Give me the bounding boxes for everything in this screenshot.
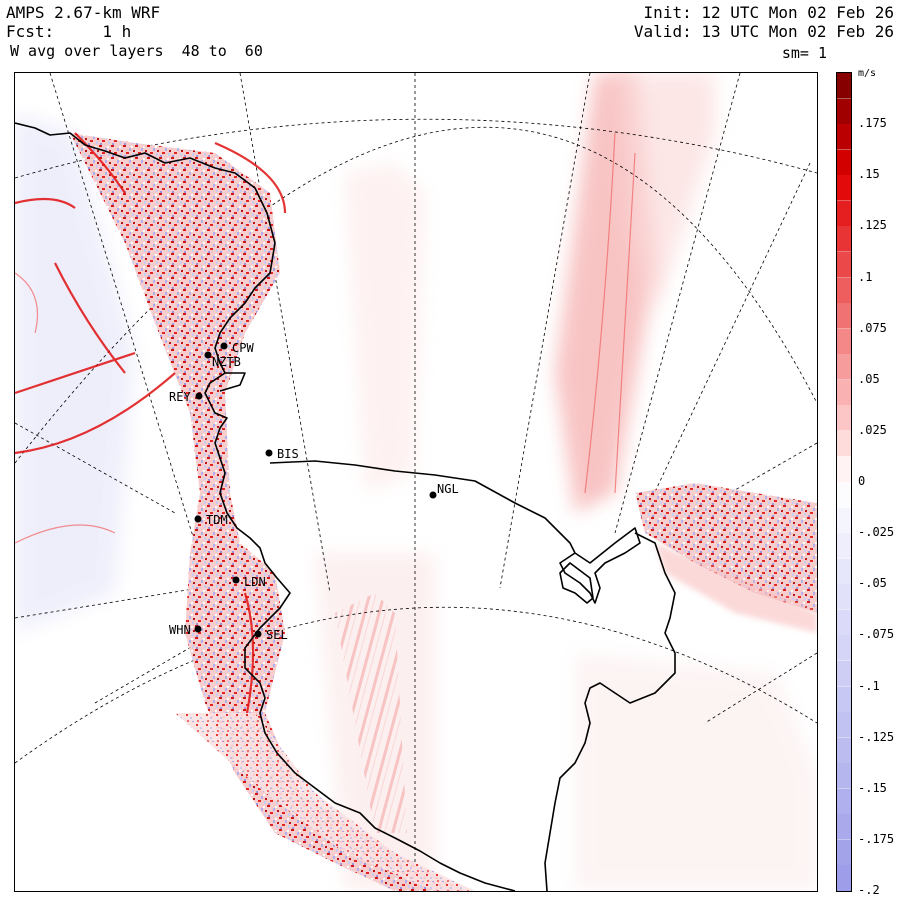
colorbar-segment: [837, 456, 851, 483]
station-label-bis: BIS: [277, 447, 299, 461]
station-label-sel: SEL: [266, 628, 288, 642]
colorbar-segment: [837, 482, 851, 509]
colorbar-segment: [837, 507, 851, 534]
station-label-whn: WHN: [169, 623, 191, 637]
colorbar-segment: [837, 149, 851, 176]
station-marker-ngl: [429, 491, 437, 499]
smoothing-label: sm= 1: [781, 44, 827, 62]
station-marker-tdm: [194, 515, 202, 523]
station-markers: [194, 342, 437, 638]
station-marker-cpw: [220, 342, 228, 350]
map-panel: CPW NZTB REY BIS NGL TDM LDN WHN SEL: [14, 72, 818, 892]
colorbar-segment: [837, 73, 851, 100]
colorbar-tick-label: -.125: [858, 729, 895, 744]
colorbar-segment: [837, 328, 851, 355]
forecast-hour: Fcst: 1 h: [6, 22, 132, 41]
colorbar-tick-label: -.025: [858, 525, 895, 540]
station-label-rey: REY: [169, 390, 191, 404]
colorbar: [836, 72, 852, 892]
colorbar-tick-label: .05: [858, 371, 880, 386]
colorbar-segment: [837, 584, 851, 611]
colorbar-segment: [837, 865, 851, 891]
colorbar-tick-label: -.05: [858, 576, 887, 591]
colorbar-tick-label: .075: [858, 320, 887, 335]
colorbar-tick-label: -.2: [858, 883, 880, 897]
colorbar-tick-label: -.175: [858, 831, 895, 846]
colorbar-segment: [837, 686, 851, 713]
station-label-ngl: NGL: [437, 482, 459, 496]
station-marker-nztb: [204, 351, 212, 359]
colorbar-segment: [837, 354, 851, 381]
colorbar-segment: [837, 763, 851, 790]
station-label-nztb: NZTB: [212, 355, 241, 369]
colorbar-tick-label: .1: [858, 269, 873, 284]
graticule: [15, 73, 817, 891]
colorbar-segment: [837, 277, 851, 304]
colorbar-tick-label: .175: [858, 116, 887, 131]
station-marker-ldn: [232, 576, 240, 584]
colorbar-segment: [837, 814, 851, 841]
colorbar-tick-label: -.15: [858, 780, 887, 795]
colorbar-segment: [837, 533, 851, 560]
station-label-cpw: CPW: [232, 341, 254, 355]
colorbar-segment: [837, 226, 851, 253]
colorbar-tick-label: -.1: [858, 678, 880, 693]
colorbar-tick-label: .125: [858, 218, 887, 233]
colorbar-segment: [837, 839, 851, 866]
coastline: [15, 122, 676, 891]
colorbar-segment: [837, 175, 851, 202]
colorbar-segment: [837, 379, 851, 406]
colorbar-segment: [837, 737, 851, 764]
station-marker-bis: [265, 449, 273, 457]
colorbar-tick-label: 0: [858, 474, 866, 488]
colorbar-segment: [837, 303, 851, 330]
colorbar-segment: [837, 200, 851, 227]
valid-time: Valid: 13 UTC Mon 02 Feb 26: [633, 22, 894, 41]
ridge-lines: [15, 132, 287, 714]
map-canvas: [15, 73, 817, 891]
station-marker-rey: [195, 392, 203, 400]
colorbar-segment: [837, 558, 851, 585]
colorbar-segment: [837, 98, 851, 125]
coastal-turbulence: [70, 133, 817, 891]
colorbar-segment: [837, 124, 851, 151]
colorbar-tick-label: -.075: [858, 627, 895, 642]
station-marker-whn: [194, 625, 202, 633]
model-title: AMPS 2.67-km WRF: [6, 3, 161, 22]
colorbar-segment: [837, 430, 851, 457]
colorbar-segment: [837, 609, 851, 636]
colorbar-tick-label: .15: [858, 167, 880, 182]
colorbar-segment: [837, 788, 851, 815]
colorbar-segment: [837, 660, 851, 687]
station-marker-sel: [254, 630, 262, 638]
colorbar-segment: [837, 251, 851, 278]
station-label-ldn: LDN: [244, 575, 266, 589]
colorbar-segment: [837, 712, 851, 739]
station-label-tdm: TDM: [206, 513, 228, 527]
init-time: Init: 12 UTC Mon 02 Feb 26: [643, 3, 894, 22]
field-description: W avg over layers 48 to 60: [10, 42, 263, 60]
colorbar-tick-label: .025: [858, 422, 887, 437]
colorbar-segment: [837, 405, 851, 432]
colorbar-units: m/s: [858, 68, 877, 79]
colorbar-segment: [837, 635, 851, 662]
